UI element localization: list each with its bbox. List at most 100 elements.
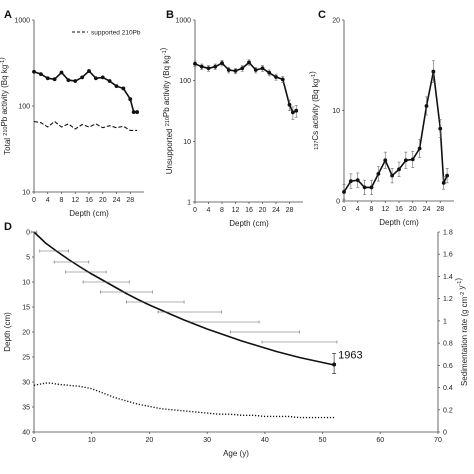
data-point (80, 75, 85, 80)
x-tick-label: 0 (32, 197, 36, 204)
data-point (369, 185, 374, 190)
y2-tick-label: 0.6 (443, 363, 453, 370)
x-tick-label: 16 (245, 207, 253, 214)
data-point (445, 173, 450, 178)
x-tick-label: 20 (146, 437, 154, 444)
x-tick-label: 50 (319, 437, 327, 444)
x-tick-label: 12 (381, 206, 389, 213)
x-tick-label: 30 (203, 437, 211, 444)
x-tick-label: 0 (342, 206, 346, 213)
series-line (194, 61, 297, 114)
data-point (233, 68, 238, 73)
x-tick-label: 16 (395, 206, 403, 213)
label-superscript: -2 (460, 292, 466, 297)
panel-label-D: D (4, 221, 12, 233)
y2-tick-label: 0 (443, 430, 447, 437)
data-point (128, 97, 133, 102)
data-point (206, 66, 211, 71)
y-tick-label: 30 (22, 380, 30, 387)
data-point (220, 61, 224, 65)
x-tick-label: 16 (85, 197, 93, 204)
data-point (410, 157, 415, 162)
x-axis-label: Depth (cm) (379, 218, 419, 227)
x-tick-label: 0 (32, 437, 36, 444)
y2-tick-label: 0.8 (443, 341, 453, 348)
label-superscript: -1 (457, 281, 463, 286)
marker-1963-point (332, 362, 337, 367)
data-point (362, 185, 367, 190)
x-tick-label: 8 (370, 206, 374, 213)
data-point (403, 158, 408, 163)
data-point (280, 77, 285, 82)
supported-series-line (33, 120, 138, 131)
panel-label-A: A (4, 9, 12, 21)
label-superscript: 210 (3, 127, 9, 136)
x-tick-label: 0 (193, 207, 197, 214)
data-point (424, 104, 429, 108)
y2-tick-label: 1.6 (443, 252, 453, 259)
y-axis-label: Depth (cm) (3, 312, 12, 352)
data-point (226, 68, 231, 72)
data-point (260, 66, 265, 71)
data-point (93, 76, 98, 81)
data-point (66, 78, 71, 83)
y-axis-label: Total 210Pb activity (Bq kg-1) (0, 57, 12, 155)
y-tick-label: 0 (26, 230, 30, 237)
data-point (342, 190, 346, 194)
y-tick-label: 25 (22, 355, 30, 362)
data-point (267, 70, 272, 75)
y2-tick-label: 0.2 (443, 407, 453, 414)
y-tick-label: 100 (18, 104, 30, 111)
y-axis-label: Unsupported 210Pb activity (Bq kg-1) (159, 47, 174, 174)
data-point (32, 69, 36, 74)
y-tick-label: 10 (332, 108, 340, 115)
label-superscript: 210 (165, 117, 171, 126)
data-point (438, 126, 443, 131)
data-point (441, 181, 446, 185)
data-point (131, 110, 136, 114)
y2-tick-label: 1 (443, 318, 447, 325)
data-point (253, 68, 258, 72)
data-point (390, 173, 395, 178)
data-point (114, 84, 119, 89)
x-axis-label: Depth (cm) (229, 219, 269, 228)
y-tick-label: 1000 (175, 18, 191, 25)
x-tick-label: 28 (286, 207, 294, 214)
label-superscript: -1 (162, 50, 168, 55)
data-point (383, 158, 388, 163)
x-axis-label: Age (y) (223, 449, 249, 458)
data-point (45, 76, 50, 81)
label-text: Pb activity (Bq kg (162, 55, 171, 117)
label-text: Cs activity (Bq kg (311, 79, 320, 141)
data-point (59, 70, 64, 75)
data-point (348, 179, 353, 183)
sedimentation-rate-line (33, 382, 335, 419)
x-tick-label: 70 (434, 437, 442, 444)
y-tick-label: 15 (22, 305, 30, 312)
x-tick-label: 10 (88, 437, 96, 444)
y2-tick-label: 1.2 (443, 296, 453, 303)
data-point (52, 77, 57, 82)
label-superscript: -1 (311, 74, 317, 79)
x-tick-label: 8 (60, 197, 64, 204)
data-point (240, 66, 245, 71)
x-axis-label: Depth (cm) (69, 209, 109, 218)
panel-label-B: B (166, 9, 174, 21)
y-tick-label: 0 (336, 199, 340, 206)
data-point (294, 108, 299, 113)
y-tick-label: 100 (179, 78, 191, 85)
label-text: ) (308, 71, 317, 74)
y-tick-label: 10 (183, 139, 191, 146)
data-point (73, 79, 78, 83)
data-point (431, 69, 436, 74)
label-text: Pb activity (Bq kg (0, 65, 9, 127)
age-depth-line (33, 231, 335, 366)
data-point (135, 110, 140, 114)
x-tick-label: 12 (71, 197, 79, 204)
x-tick-label: 12 (232, 207, 240, 214)
data-point (107, 79, 112, 83)
label-text: Unsupported (165, 126, 174, 174)
x-tick-label: 20 (259, 207, 267, 214)
series-line (343, 71, 448, 193)
